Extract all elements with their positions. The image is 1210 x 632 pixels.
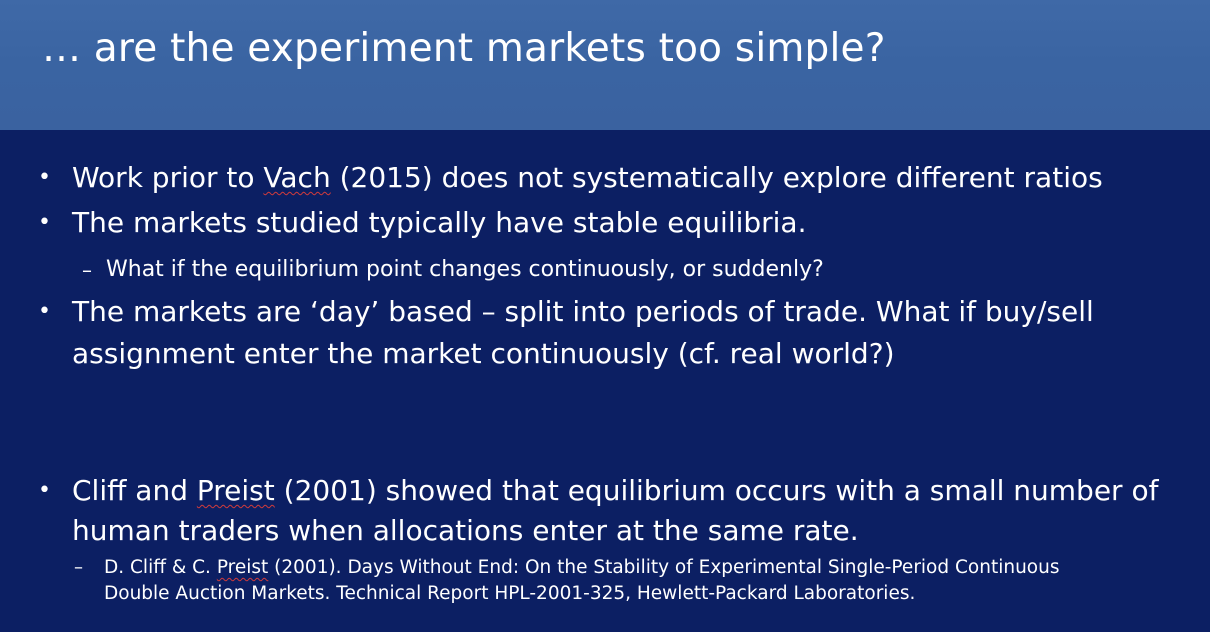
bullet-item-line-2: human traders when allocations enter at … bbox=[72, 514, 859, 547]
bullet-item-line-2: assignment enter the market continuously… bbox=[72, 337, 895, 370]
bullet-marker: • bbox=[38, 165, 51, 190]
citation-text-post: (2001). Days Without End: On the Stabili… bbox=[268, 557, 1060, 578]
slide-body bbox=[0, 130, 1210, 632]
author-name: Vach bbox=[263, 161, 331, 194]
bullet-text-post: (2015) does not systematically explore d… bbox=[330, 161, 1103, 194]
author-name: Preist bbox=[196, 474, 275, 507]
sub-bullet-marker: – bbox=[82, 258, 92, 282]
bullet-item: The markets studied typically have stabl… bbox=[72, 206, 807, 239]
citation-line-1: D. Cliff & C. Preist (2001). Days Withou… bbox=[104, 555, 1060, 581]
bullet-item-line-1: Cliff and Preist (2001) showed that equi… bbox=[72, 471, 1158, 511]
bullet-text-pre: Cliff and bbox=[72, 474, 197, 507]
bullet-text-post: (2001) showed that equilibrium occurs wi… bbox=[274, 474, 1159, 507]
bullet-marker: • bbox=[38, 478, 51, 503]
bullet-item-line-1: The markets are ‘day’ based – split into… bbox=[72, 295, 1094, 328]
citation-text-pre: D. Cliff & C. bbox=[104, 557, 217, 578]
bullet-marker: • bbox=[38, 299, 51, 324]
author-name: Preist bbox=[216, 557, 269, 578]
bullet-item: Work prior to Vach (2015) does not syste… bbox=[72, 158, 1103, 198]
sub-bullet-marker: – bbox=[74, 557, 83, 578]
title-bar: … are the experiment markets too simple? bbox=[0, 0, 1210, 130]
citation-line-2: Double Auction Markets. Technical Report… bbox=[104, 583, 916, 604]
slide-title: … are the experiment markets too simple? bbox=[42, 26, 886, 71]
bullet-marker: • bbox=[38, 210, 51, 235]
sub-bullet-item: What if the equilibrium point changes co… bbox=[106, 257, 824, 282]
bullet-text-pre: Work prior to bbox=[72, 161, 264, 194]
